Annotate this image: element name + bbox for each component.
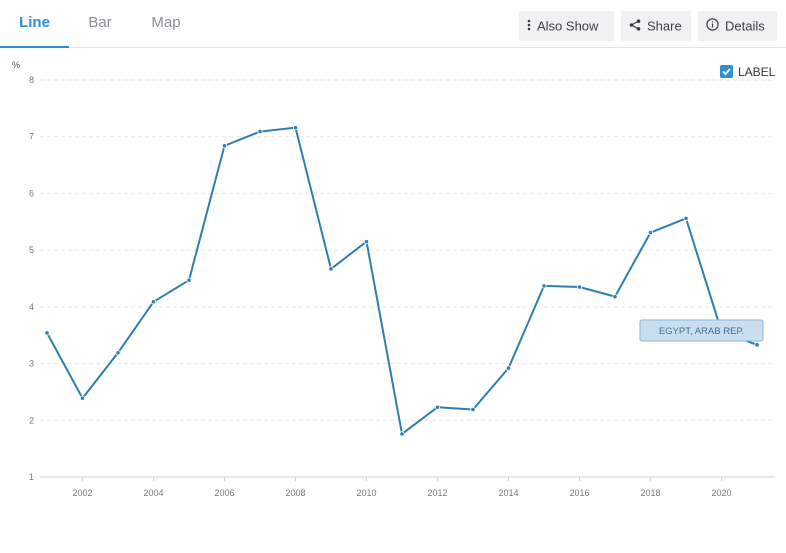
x-tick-label: 2014 bbox=[498, 488, 518, 498]
x-tick-label: 2016 bbox=[569, 488, 589, 498]
x-tick-label: 2012 bbox=[427, 488, 447, 498]
y-tick-label: 6 bbox=[29, 188, 34, 198]
data-point bbox=[754, 342, 760, 348]
x-tick-label: 2004 bbox=[143, 488, 163, 498]
data-point bbox=[186, 277, 192, 283]
series-line bbox=[46, 126, 758, 435]
details-button[interactable]: Details bbox=[698, 11, 777, 41]
x-tick-label: 2010 bbox=[356, 488, 376, 498]
x-tick-label: 2006 bbox=[214, 488, 234, 498]
x-tick-label: 2020 bbox=[711, 488, 731, 498]
label-toggle-text: LABEL bbox=[738, 64, 776, 79]
series-label: EGYPT, ARAB REP. bbox=[659, 326, 744, 337]
share-button[interactable]: Share bbox=[621, 11, 691, 41]
data-point bbox=[434, 404, 441, 410]
data-point bbox=[505, 365, 512, 371]
data-point bbox=[79, 395, 86, 401]
top-bar: Line Bar Map Also Show Share Details bbox=[0, 0, 786, 48]
data-point bbox=[363, 239, 370, 245]
y-tick-label: 1 bbox=[29, 472, 34, 482]
x-tick-label: 2018 bbox=[640, 488, 660, 498]
share-icon bbox=[629, 12, 641, 42]
y-tick-label: 8 bbox=[29, 75, 34, 85]
info-circle-icon bbox=[706, 12, 719, 42]
y-tick-label: 7 bbox=[29, 132, 34, 142]
details-label: Details bbox=[725, 18, 765, 34]
vertical-dots-icon bbox=[527, 12, 531, 42]
checkbox-checked-icon[interactable] bbox=[720, 65, 733, 79]
data-point bbox=[683, 215, 689, 221]
label-toggle[interactable]: LABEL bbox=[720, 63, 775, 79]
x-tick-label: 2008 bbox=[285, 488, 305, 498]
y-tick-label: 5 bbox=[29, 245, 34, 255]
data-point bbox=[541, 283, 547, 289]
y-tick-label: 3 bbox=[29, 359, 34, 369]
data-point bbox=[44, 330, 50, 336]
data-point bbox=[399, 431, 405, 437]
data-point bbox=[470, 406, 476, 413]
data-point bbox=[115, 350, 121, 356]
y-tick-label: 4 bbox=[29, 302, 34, 312]
also-show-label: Also Show bbox=[537, 18, 599, 34]
data-point bbox=[576, 284, 583, 290]
y-tick-label: 2 bbox=[29, 415, 34, 425]
data-point bbox=[328, 266, 334, 272]
share-label: Share bbox=[647, 18, 682, 34]
data-point bbox=[150, 299, 157, 305]
data-point bbox=[612, 294, 618, 300]
y-axis-unit: % bbox=[12, 60, 21, 70]
data-point bbox=[292, 125, 299, 131]
line-chart: 1 2 3 4 5 6 7 8 2002 2004 2006 2008 2010 2012 2014 2016… bbox=[29, 75, 775, 498]
tab-bar[interactable]: Bar bbox=[88, 14, 112, 31]
data-point bbox=[647, 229, 654, 236]
also-show-button[interactable]: Also Show bbox=[519, 11, 614, 41]
x-tick-label: 2002 bbox=[72, 488, 92, 498]
tab-map[interactable]: Map bbox=[151, 14, 181, 31]
tab-line[interactable]: Line bbox=[0, 0, 69, 48]
series-label-box bbox=[639, 319, 764, 342]
data-point bbox=[257, 129, 263, 135]
data-point bbox=[221, 143, 228, 149]
